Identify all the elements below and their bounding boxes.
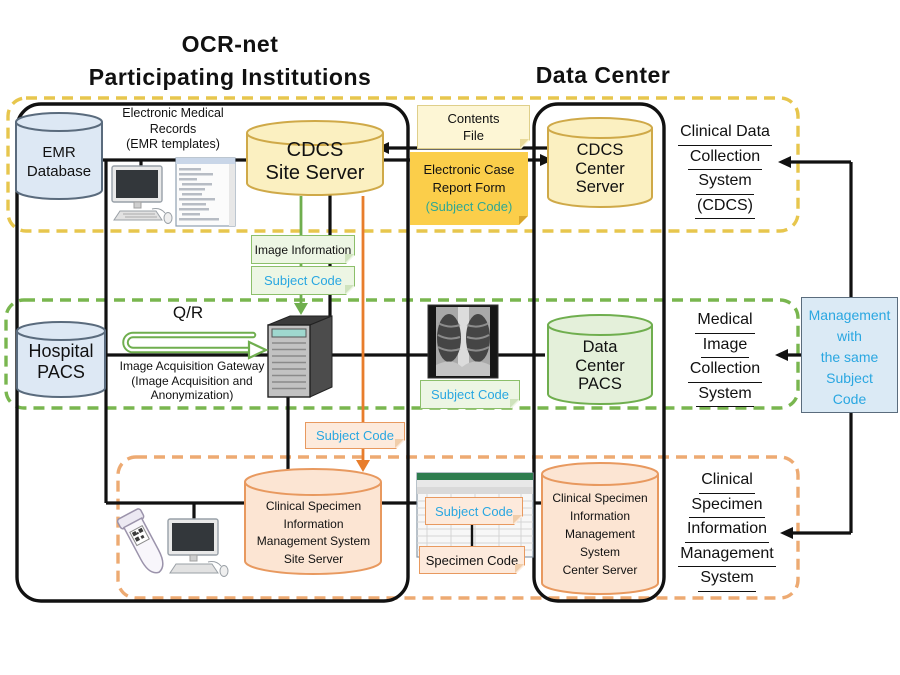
- server-tower-icon: [267, 315, 333, 398]
- title-ocr-net: OCR-net: [181, 31, 279, 57]
- desktop-computer-icon: [111, 165, 173, 224]
- cdcs-site-server-label: CDCS Site Server: [265, 139, 365, 184]
- subject-code-tag-xray: Subject Code: [420, 380, 520, 409]
- management-subject-code-box: Management with the same Subject Code: [801, 297, 898, 413]
- specimen-site-server-label: Clinical Specimen Information Management…: [256, 499, 371, 566]
- specimen-band-border: [116, 455, 800, 600]
- specimen-system-heading: Clinical Specimen Information Management…: [657, 468, 797, 592]
- title-participating-institutions: Participating Institutions: [88, 64, 372, 90]
- data-center-title: Data Center: [535, 62, 671, 88]
- subject-code-tag-orange-flow: Subject Code: [305, 422, 405, 449]
- image-information-tag: Image Information: [251, 235, 355, 264]
- xray-image-icon: [427, 304, 499, 379]
- subject-code-flow-orange-arrow: [356, 196, 370, 472]
- hospital-pacs-label: Hospital PACS: [28, 341, 94, 382]
- ecrf-note: Electronic Case Report Form (Subject Cod…: [410, 152, 528, 225]
- cdcs-heading: Clinical Data Collection System (CDCS): [655, 120, 795, 219]
- left-title: OCR-net Participating Institutions: [40, 28, 420, 94]
- emr-records-label: Electronic Medical Records (EMR template…: [122, 106, 224, 151]
- gateway-label: Image Acquisition Gateway (Image Acquisi…: [119, 359, 265, 402]
- data-center-pacs-label: Data Center PACS: [575, 338, 625, 393]
- cdcs-site-server-cylinder: [246, 120, 384, 196]
- subject-code-tag-green: Subject Code: [251, 266, 355, 295]
- emr-screenshot-icon: [175, 157, 236, 227]
- cdcs-center-server-cylinder: [547, 117, 653, 208]
- contents-file-note: Contents File: [417, 105, 530, 149]
- qr-query-retrieve-arrow: [122, 331, 269, 360]
- data-center-container: [532, 102, 666, 603]
- desktop-computer-icon: [167, 518, 229, 577]
- subject-code-tag-sheet: Subject Code: [425, 497, 523, 525]
- medical-image-heading: Medical Image Collection System: [655, 308, 795, 407]
- test-tube-barcode-icon: [116, 508, 164, 574]
- qr-label: Q/R: [172, 303, 204, 322]
- cdcs-band-border: [6, 96, 800, 233]
- specimen-center-server-cylinder: [541, 462, 659, 595]
- specimen-center-server-label: Clinical Specimen Information Management…: [552, 491, 648, 577]
- specimen-code-tag: Specimen Code: [419, 546, 525, 574]
- emr-database-label: EMR Database: [26, 144, 92, 180]
- emr-database-cylinder: [15, 112, 103, 200]
- data-center-pacs-cylinder: [547, 314, 653, 405]
- cdcs-center-server-label: CDCS Center Server: [575, 141, 625, 196]
- specimen-site-server-cylinder: [244, 468, 382, 575]
- hospital-pacs-cylinder: [16, 321, 106, 398]
